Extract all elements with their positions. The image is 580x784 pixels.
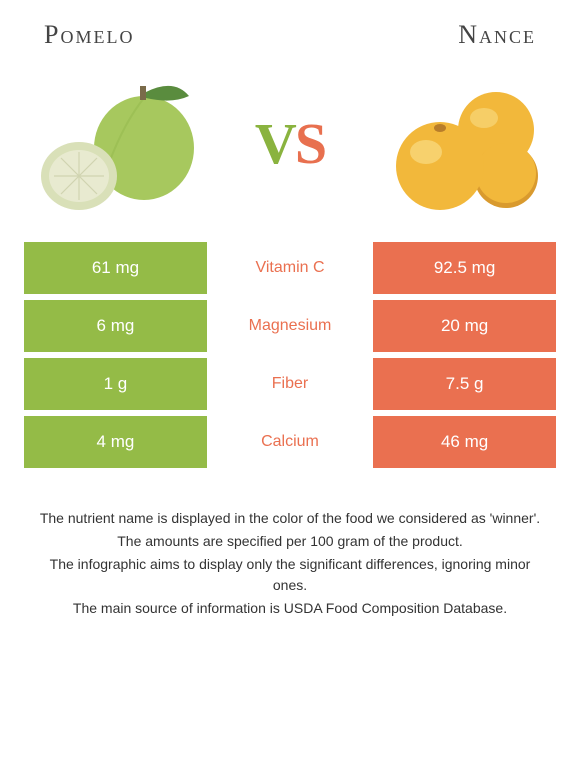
images-row: VS xyxy=(24,68,556,218)
left-value: 61 mg xyxy=(24,242,207,294)
infographic-container: Pomelo Nance xyxy=(0,0,580,784)
footnote-line: The amounts are specified per 100 gram o… xyxy=(34,531,546,552)
right-value: 7.5 g xyxy=(373,358,556,410)
vs-v: V xyxy=(255,111,295,176)
right-value: 92.5 mg xyxy=(373,242,556,294)
footnote-line: The nutrient name is displayed in the co… xyxy=(34,508,546,529)
table-row: 1 gFiber7.5 g xyxy=(24,358,556,410)
left-value: 6 mg xyxy=(24,300,207,352)
footnote-line: The main source of information is USDA F… xyxy=(34,598,546,619)
right-value: 46 mg xyxy=(373,416,556,468)
header: Pomelo Nance xyxy=(24,20,556,50)
nance-icon xyxy=(376,68,546,218)
table-row: 61 mgVitamin C92.5 mg xyxy=(24,242,556,294)
table-row: 4 mgCalcium46 mg xyxy=(24,416,556,468)
pomelo-image xyxy=(34,68,204,218)
left-title: Pomelo xyxy=(44,20,134,50)
pomelo-icon xyxy=(34,68,204,218)
table-row: 6 mgMagnesium20 mg xyxy=(24,300,556,352)
left-value: 1 g xyxy=(24,358,207,410)
nutrient-label: Calcium xyxy=(207,416,373,468)
right-value: 20 mg xyxy=(373,300,556,352)
nutrient-table: 61 mgVitamin C92.5 mg 6 mgMagnesium20 mg 1… xyxy=(24,242,556,468)
nutrient-label: Vitamin C xyxy=(207,242,373,294)
footnote-line: The infographic aims to display only the… xyxy=(34,554,546,596)
nutrient-label: Magnesium xyxy=(207,300,373,352)
footnotes: The nutrient name is displayed in the co… xyxy=(24,508,556,621)
nutrient-label: Fiber xyxy=(207,358,373,410)
right-title: Nance xyxy=(458,20,536,50)
left-value: 4 mg xyxy=(24,416,207,468)
vs-label: VS xyxy=(255,110,325,177)
vs-s: S xyxy=(295,111,325,176)
nance-image xyxy=(376,68,546,218)
